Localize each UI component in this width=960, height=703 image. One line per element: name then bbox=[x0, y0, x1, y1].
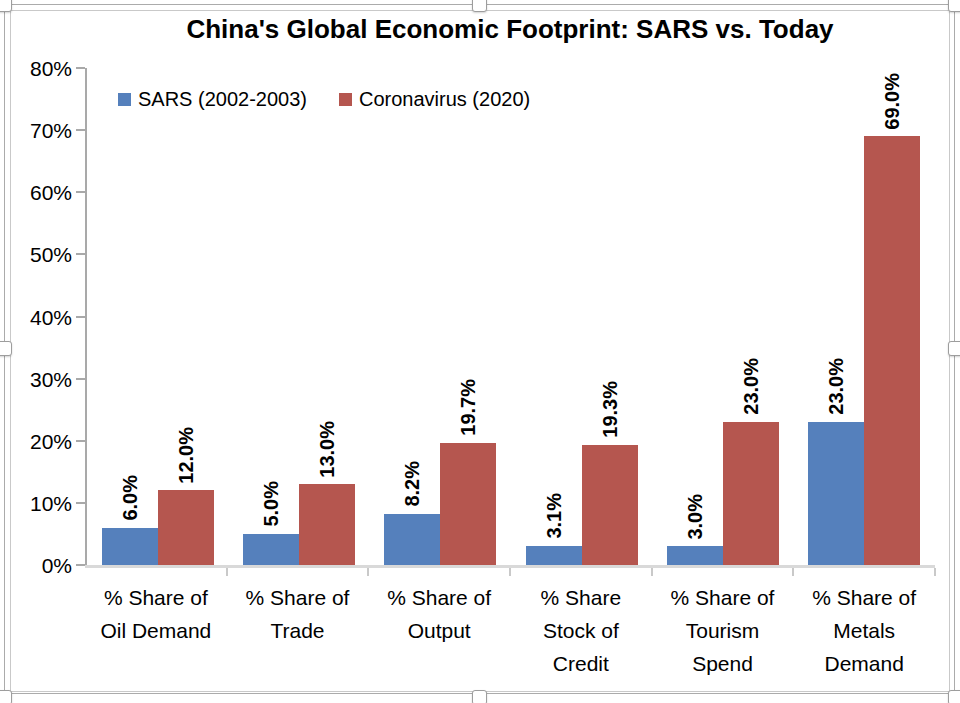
y-tick-mark bbox=[76, 502, 85, 504]
bar-series0-cat2[interactable]: 8.2% bbox=[384, 514, 440, 565]
bar-data-label: 5.0% bbox=[260, 481, 281, 527]
resize-handle-top-right[interactable] bbox=[948, 0, 960, 12]
y-axis-labels: 0%10%20%30%40%50%60%70%80% bbox=[0, 68, 72, 565]
plot-area: 6.0%12.0%5.0%13.0%8.2%19.7%3.1%19.3%3.0%… bbox=[87, 68, 935, 565]
x-category-label: % Share of Metals Demand bbox=[793, 581, 935, 680]
y-tick-mark bbox=[76, 253, 85, 255]
bar-data-label: 13.0% bbox=[316, 421, 337, 478]
y-tick-mark bbox=[76, 129, 85, 131]
bar-data-label: 69.0% bbox=[882, 73, 903, 130]
category-tick bbox=[651, 568, 653, 576]
y-tick-mark bbox=[76, 378, 85, 380]
category-tick bbox=[792, 568, 794, 576]
y-tick-label: 40% bbox=[0, 306, 72, 327]
x-category-label: % Share Stock of Credit bbox=[510, 581, 652, 680]
bar-series0-cat0[interactable]: 6.0% bbox=[102, 528, 158, 565]
bar-series0-cat3[interactable]: 3.1% bbox=[526, 546, 582, 565]
category-tick bbox=[226, 568, 228, 576]
bar-series1-cat4[interactable]: 23.0% bbox=[723, 422, 779, 565]
y-tick-mark bbox=[76, 564, 85, 566]
y-tick-mark bbox=[76, 67, 85, 69]
legend-item-coronavirus[interactable]: Coronavirus (2020) bbox=[339, 88, 530, 111]
category-group: 6.0%12.0% bbox=[87, 68, 228, 565]
chart-title: China's Global Economic Footprint: SARS … bbox=[85, 14, 935, 45]
x-category-label: % Share of Tourism Spend bbox=[652, 581, 794, 680]
category-group: 23.0%69.0% bbox=[794, 68, 935, 565]
x-category-label: % Share of Oil Demand bbox=[85, 581, 227, 680]
bar-series0-cat1[interactable]: 5.0% bbox=[243, 534, 299, 565]
resize-handle-middle-left[interactable] bbox=[0, 341, 12, 356]
bar-series1-cat0[interactable]: 12.0% bbox=[158, 490, 214, 565]
coronavirus-series-swatch-icon bbox=[339, 93, 352, 106]
x-category-label: % Share of Trade bbox=[227, 581, 369, 680]
y-tick-label: 10% bbox=[0, 492, 72, 513]
resize-handle-middle-right[interactable] bbox=[948, 341, 960, 356]
bar-data-label: 8.2% bbox=[402, 461, 423, 507]
bar-series1-cat5[interactable]: 69.0% bbox=[864, 136, 920, 565]
category-tick-marks bbox=[85, 568, 935, 576]
category-group: 3.0%23.0% bbox=[652, 68, 793, 565]
y-tick-mark bbox=[76, 316, 85, 318]
y-tick-label: 70% bbox=[0, 120, 72, 141]
y-tick-label: 20% bbox=[0, 430, 72, 451]
y-tick-label: 80% bbox=[0, 58, 72, 79]
resize-handle-bottom-right[interactable] bbox=[948, 690, 960, 703]
bar-series1-cat1[interactable]: 13.0% bbox=[299, 484, 355, 565]
category-tick bbox=[367, 568, 369, 576]
x-category-label: % Share of Output bbox=[368, 581, 510, 680]
category-group: 8.2%19.7% bbox=[370, 68, 511, 565]
legend-item-sars[interactable]: SARS (2002-2003) bbox=[118, 88, 307, 111]
y-tick-label: 60% bbox=[0, 182, 72, 203]
x-axis-labels: % Share of Oil Demand% Share of Trade% S… bbox=[85, 581, 935, 680]
legend-label-sars: SARS (2002-2003) bbox=[138, 88, 307, 111]
category-tick bbox=[509, 568, 511, 576]
bar-series1-cat3[interactable]: 19.3% bbox=[582, 445, 638, 565]
bar-data-label: 19.3% bbox=[599, 381, 620, 438]
bar-data-label: 19.7% bbox=[458, 379, 479, 436]
legend: SARS (2002-2003) Coronavirus (2020) bbox=[118, 88, 530, 111]
y-tick-label: 0% bbox=[0, 555, 72, 576]
resize-handle-bottom-middle[interactable] bbox=[472, 690, 487, 703]
legend-label-coronavirus: Coronavirus (2020) bbox=[359, 88, 530, 111]
category-tick bbox=[934, 568, 936, 576]
resize-handle-bottom-left[interactable] bbox=[0, 690, 12, 703]
y-tick-mark bbox=[76, 440, 85, 442]
category-group: 3.1%19.3% bbox=[511, 68, 652, 565]
bar-data-label: 3.0% bbox=[684, 494, 705, 540]
sars-series-swatch-icon bbox=[118, 93, 131, 106]
bar-series1-cat2[interactable]: 19.7% bbox=[440, 443, 496, 565]
bar-data-label: 23.0% bbox=[826, 358, 847, 415]
bar-series0-cat5[interactable]: 23.0% bbox=[808, 422, 864, 565]
bar-data-label: 23.0% bbox=[740, 358, 761, 415]
bar-data-label: 6.0% bbox=[119, 475, 140, 521]
resize-handle-top-middle[interactable] bbox=[472, 0, 487, 12]
excel-chart-object: China's Global Economic Footprint: SARS … bbox=[0, 0, 960, 703]
y-axis-ticks bbox=[76, 68, 85, 565]
y-tick-label: 50% bbox=[0, 244, 72, 265]
y-tick-mark bbox=[76, 191, 85, 193]
bar-data-label: 3.1% bbox=[543, 493, 564, 539]
bar-data-label: 12.0% bbox=[175, 427, 196, 484]
y-tick-label: 30% bbox=[0, 368, 72, 389]
resize-handle-top-left[interactable] bbox=[0, 0, 12, 12]
bar-series0-cat4[interactable]: 3.0% bbox=[667, 546, 723, 565]
category-group: 5.0%13.0% bbox=[228, 68, 369, 565]
